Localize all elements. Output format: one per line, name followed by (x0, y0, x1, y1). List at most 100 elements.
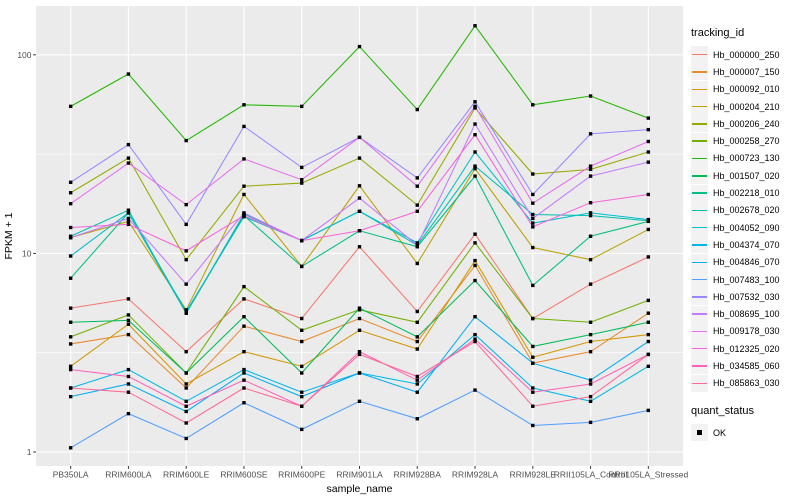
data-point (126, 390, 131, 394)
data-point (646, 352, 651, 357)
data-point (300, 181, 304, 185)
data-point (473, 150, 477, 154)
data-point (646, 160, 651, 164)
data-point (242, 401, 246, 405)
legend-entry: Hb_008695_100 (691, 305, 799, 323)
legend-entry-label: Hb_004374_070 (713, 239, 780, 250)
black-square-marker-icon (697, 430, 702, 436)
data-point (646, 217, 651, 222)
data-point (126, 367, 131, 372)
data-point (300, 328, 304, 333)
data-point (68, 364, 73, 369)
data-point (531, 192, 535, 197)
data-point (415, 176, 419, 180)
data-point (646, 255, 651, 259)
data-point (588, 394, 593, 399)
legend-entry-label: Hb_012325_020 (713, 343, 780, 354)
legend-key (691, 374, 708, 392)
data-point (588, 320, 593, 324)
data-point (646, 332, 651, 337)
legend-key (691, 63, 708, 81)
x-tick-label: RRIM928BA (394, 470, 442, 480)
data-point (588, 164, 593, 168)
data-point (68, 254, 73, 258)
data-point (68, 235, 73, 240)
legend-entry: Hb_002218_010 (691, 184, 799, 202)
data-point (242, 367, 246, 372)
data-point (588, 132, 593, 136)
data-point (126, 156, 131, 160)
data-point (68, 386, 73, 390)
data-point (357, 184, 362, 188)
legend-key (691, 322, 708, 340)
line-swatch-icon (692, 105, 707, 108)
data-point (68, 446, 73, 450)
legend-entry-label: Hb_002678_020 (713, 205, 780, 216)
line-swatch-icon (692, 175, 707, 177)
y-tick-label: 100 (17, 50, 31, 60)
data-point (473, 332, 477, 337)
legend-entry-label: Hb_085863_030 (713, 378, 780, 389)
data-point (415, 243, 419, 247)
data-point (473, 278, 477, 283)
legend-entry-label: Hb_009178_030 (713, 326, 780, 337)
data-point (531, 316, 535, 321)
legend-key (691, 184, 708, 202)
data-point (126, 161, 131, 165)
data-point (184, 311, 188, 315)
data-point (357, 229, 362, 233)
data-point (588, 234, 593, 238)
legend-entry: Hb_007532_030 (691, 288, 799, 306)
data-point (588, 339, 593, 344)
data-point (646, 150, 651, 154)
data-point (126, 411, 131, 416)
data-point (415, 417, 419, 421)
legend-entry-label: Hb_002218_010 (713, 188, 780, 199)
data-point (68, 367, 73, 372)
data-point (242, 213, 246, 218)
line-swatch-icon (692, 261, 707, 263)
legend-entry: Hb_004846_070 (691, 253, 799, 271)
data-point (184, 436, 188, 441)
legend-entry-label: Hb_034585_060 (713, 360, 780, 371)
data-point (68, 201, 73, 206)
line-swatch-icon (692, 347, 707, 350)
data-point (68, 191, 73, 195)
x-tick-label: RRIM600SE (220, 470, 268, 480)
data-point (473, 166, 477, 171)
data-point (184, 202, 188, 207)
data-point (415, 382, 419, 386)
data-point (68, 394, 73, 399)
legend-entry: Hb_000204_210 (691, 98, 799, 116)
data-point (646, 116, 651, 120)
data-point (646, 127, 651, 132)
legend-key (691, 253, 708, 271)
data-point (68, 306, 73, 310)
data-point (300, 404, 304, 408)
data-point (184, 222, 188, 227)
data-point (184, 282, 188, 286)
data-point (531, 390, 535, 394)
legend-entry: Hb_000000_250 (691, 46, 799, 64)
legend-entry: Hb_000092_010 (691, 80, 799, 98)
data-point (184, 249, 188, 253)
line-swatch-icon (692, 296, 707, 298)
line-swatch-icon (692, 140, 707, 142)
legend-entry: Hb_002678_020 (691, 201, 799, 219)
data-point (415, 241, 419, 245)
data-point (300, 238, 304, 243)
data-point (415, 378, 419, 382)
data-point (473, 122, 477, 126)
line-swatch-icon (692, 226, 707, 229)
data-point (646, 320, 651, 324)
data-point (242, 184, 246, 188)
data-point (242, 386, 246, 390)
data-point (184, 404, 188, 408)
data-point (646, 192, 651, 197)
data-point (357, 245, 362, 249)
data-point (242, 103, 246, 107)
data-point (126, 313, 131, 317)
legend-key (691, 149, 708, 167)
data-point (184, 382, 188, 386)
